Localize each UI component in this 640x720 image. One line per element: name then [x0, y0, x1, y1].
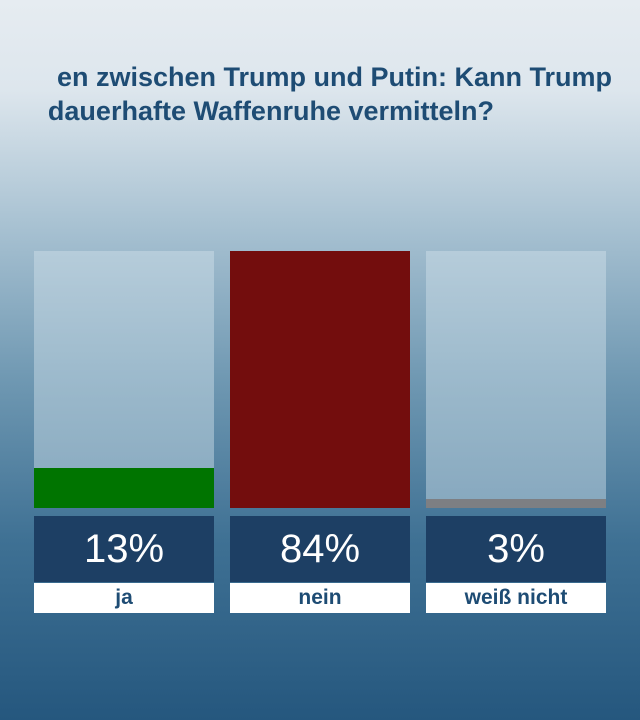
category-label-weiss-nicht: weiß nicht: [426, 583, 606, 613]
value-label-weiss-nicht: 3%: [426, 516, 606, 582]
category-label-ja: ja: [34, 583, 214, 613]
chart-title: en zwischen Trump und Putin: Kann Trump …: [0, 56, 640, 136]
bar-track-ja: [34, 251, 214, 508]
chart-title-line-2: dauerhafte Waffenruhe vermitteln?: [47, 96, 494, 126]
category-label-nein: nein: [230, 583, 410, 613]
chart-title-line-1: en zwischen Trump und Putin: Kann Trump: [56, 62, 612, 92]
value-label-nein: 84%: [230, 516, 410, 582]
bar-nein: [230, 251, 410, 508]
bar-weiss-nicht: [426, 499, 606, 508]
bar-track-weiss-nicht: [426, 251, 606, 508]
value-label-ja: 13%: [34, 516, 214, 582]
bar-ja: [34, 468, 214, 508]
